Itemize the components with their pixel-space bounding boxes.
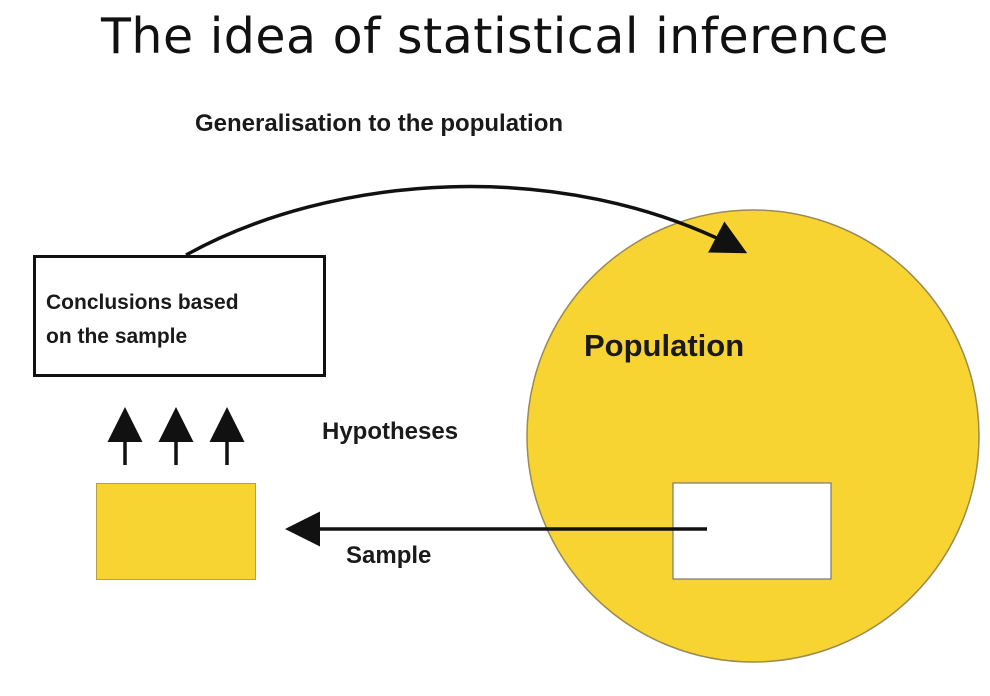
sample-label: Sample [346,542,432,569]
population-label: Population [584,328,745,363]
conclusion-line-1: Conclusions based [46,291,239,314]
hypotheses-label: Hypotheses [322,418,459,445]
sample-rect [96,483,256,580]
conclusion-box: Conclusions based on the sample [33,255,326,377]
population-sample-rect [672,482,832,580]
conclusion-text: Conclusions based on the sample [46,286,306,354]
hypotheses-arrows [107,407,245,465]
population-circle [526,209,980,663]
conclusion-line-2: on the sample [46,325,188,348]
slide-title: The idea of statistical inference [100,8,889,65]
generalisation-label: Generalisation to the population [195,110,564,137]
generalisation-arrow [185,184,748,257]
